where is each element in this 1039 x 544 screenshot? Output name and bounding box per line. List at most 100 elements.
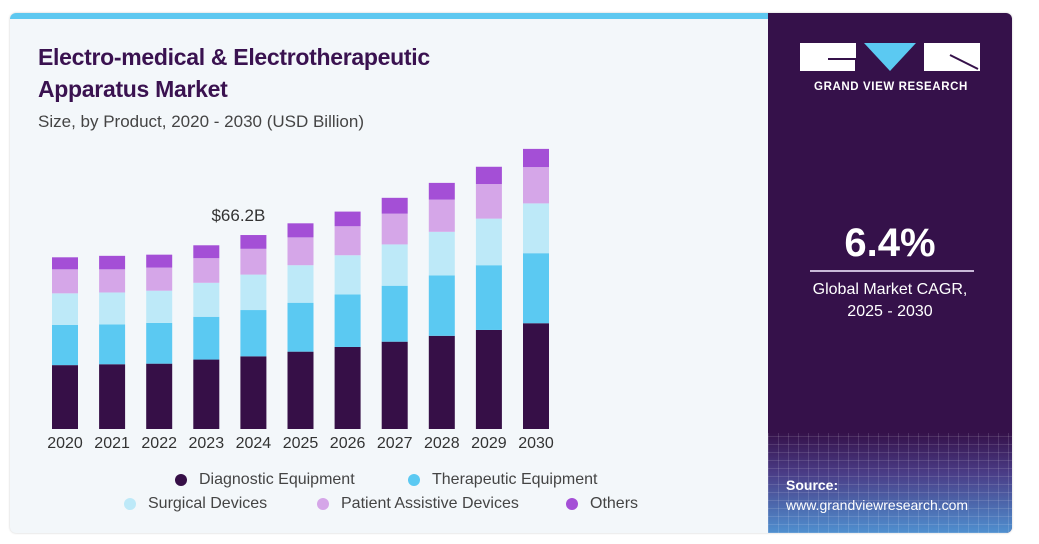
- legend-item-therapeutic: Therapeutic Equipment: [408, 471, 597, 489]
- legend-item-patient-assistive: Patient Assistive Devices: [317, 495, 519, 513]
- bar-segment-others: [52, 257, 78, 270]
- legend-swatch: [566, 498, 578, 510]
- bar-segment-therapeutic-equipment: [146, 322, 173, 364]
- brand-name: GRAND VIEW RESEARCH: [814, 81, 968, 93]
- bar-segment-others: [334, 211, 361, 227]
- cagr-label: Global Market CAGR, 2025 - 2030: [768, 279, 1012, 323]
- x-tick-label: 2021: [94, 435, 130, 452]
- legend-label: Therapeutic Equipment: [432, 471, 598, 488]
- source-note: Source: www.grandviewresearch.com: [786, 475, 968, 515]
- legend-swatch: [317, 498, 329, 510]
- bar-segment-patient-assistive-devices: [193, 258, 220, 283]
- bar-segment-diagnostic-equipment: [334, 346, 361, 429]
- grid-background-graphic: [768, 433, 1012, 533]
- source-label: Source:: [786, 477, 839, 493]
- bar-segment-patient-assistive-devices: [523, 167, 549, 204]
- legend-swatch: [408, 474, 420, 486]
- accent-strip: [10, 13, 768, 19]
- bar-segment-therapeutic-equipment: [334, 294, 361, 347]
- bar-segment-therapeutic-equipment: [99, 324, 126, 365]
- title-line-1: Electro-medical & Electrotherapeutic: [38, 44, 430, 70]
- bar-segment-diagnostic-equipment: [52, 365, 78, 429]
- bar-segment-patient-assistive-devices: [287, 237, 314, 266]
- bar-segment-patient-assistive-devices: [428, 199, 455, 232]
- bar-segment-surgical-devices: [428, 231, 455, 276]
- cagr-value: 6.4%: [844, 221, 936, 265]
- bar-segment-therapeutic-equipment: [193, 316, 220, 360]
- bar-segment-diagnostic-equipment: [193, 359, 220, 429]
- bar-segment-others: [99, 255, 126, 270]
- bar-segment-surgical-devices: [146, 290, 173, 323]
- bar-segment-diagnostic-equipment: [475, 329, 502, 429]
- bar-segment-others: [381, 197, 408, 214]
- bar-segment-diagnostic-equipment: [523, 323, 549, 429]
- x-tick-label: 2025: [283, 435, 319, 452]
- x-tick-label: 2022: [141, 435, 177, 452]
- bar-segment-surgical-devices: [523, 203, 549, 254]
- bar-segment-others: [146, 254, 173, 268]
- legend-label: Surgical Devices: [148, 495, 268, 512]
- legend-item-surgical: Surgical Devices: [124, 495, 267, 513]
- x-tick-label: 2023: [189, 435, 225, 452]
- stacked-bar-chart: 2020 2021 2022 2023 2024 $66.2B 2025 2026 2027 20…: [47, 148, 554, 452]
- bar-segment-patient-assistive-devices: [475, 184, 502, 219]
- x-tick-label: 2030: [518, 435, 554, 452]
- x-tick-label: 2029: [471, 435, 507, 452]
- x-tick-label: 2028: [424, 435, 460, 452]
- bar-segment-therapeutic-equipment: [381, 285, 408, 342]
- bar-segment-diagnostic-equipment: [287, 351, 314, 429]
- infographic-card: Electro-medical & Electrotherapeutic App…: [10, 13, 1012, 533]
- bar-segment-patient-assistive-devices: [99, 269, 126, 293]
- legend-item-diagnostic: Diagnostic Equipment: [175, 471, 355, 489]
- bar-segment-surgical-devices: [475, 218, 502, 266]
- bar-segment-therapeutic-equipment: [52, 324, 78, 366]
- bar-segment-therapeutic-equipment: [240, 310, 267, 357]
- bar-segment-others: [193, 245, 220, 259]
- bar-segment-therapeutic-equipment: [287, 302, 314, 352]
- bar-segment-patient-assistive-devices: [334, 226, 361, 256]
- title-line-2: Apparatus Market: [38, 76, 228, 102]
- bar-segment-surgical-devices: [99, 292, 126, 325]
- bar-segment-surgical-devices: [287, 265, 314, 303]
- bar-segment-therapeutic-equipment: [475, 265, 502, 330]
- x-tick-label: 2026: [330, 435, 366, 452]
- bar-segment-diagnostic-equipment: [146, 363, 173, 429]
- legend-swatch: [175, 474, 187, 486]
- legend-item-others: Others: [566, 495, 638, 513]
- bar-segment-patient-assistive-devices: [52, 269, 78, 294]
- grand-view-research-logo: [800, 43, 980, 71]
- bar-segment-patient-assistive-devices: [240, 248, 267, 275]
- chart-subtitle: Size, by Product, 2020 - 2030 (USD Billi…: [38, 112, 364, 131]
- bar-segment-others: [523, 148, 549, 168]
- cagr-label-line-2: 2025 - 2030: [847, 303, 933, 320]
- bar-segment-others: [428, 182, 455, 200]
- bar-segment-surgical-devices: [193, 282, 220, 317]
- bar-segment-diagnostic-equipment: [381, 341, 408, 429]
- bar-segment-patient-assistive-devices: [146, 267, 173, 291]
- bar-segment-surgical-devices: [381, 244, 408, 286]
- bar-segment-surgical-devices: [334, 255, 361, 295]
- bar-segment-therapeutic-equipment: [523, 253, 549, 324]
- source-url[interactable]: www.grandviewresearch.com: [786, 497, 969, 513]
- bar-segment-others: [475, 166, 502, 185]
- bar-segment-diagnostic-equipment: [240, 356, 267, 429]
- x-tick-label: 2027: [377, 435, 413, 452]
- x-tick-label: 2024: [236, 435, 272, 452]
- bar-segment-others: [240, 235, 267, 249]
- bar-segment-diagnostic-equipment: [428, 335, 455, 429]
- legend-label: Patient Assistive Devices: [341, 495, 519, 512]
- legend-label: Others: [590, 495, 639, 512]
- divider: [810, 270, 974, 272]
- legend-label: Diagnostic Equipment: [199, 471, 355, 488]
- x-tick-label: 2020: [47, 435, 83, 452]
- chart-title: Electro-medical & Electrotherapeutic App…: [38, 41, 430, 105]
- data-label: $66.2B: [211, 206, 265, 225]
- legend-swatch: [124, 498, 136, 510]
- bar-segment-patient-assistive-devices: [381, 213, 408, 245]
- cagr-label-line-1: Global Market CAGR,: [812, 281, 968, 298]
- side-panel: GRAND VIEW RESEARCH 6.4% Global Market C…: [768, 13, 1012, 533]
- bar-segment-diagnostic-equipment: [99, 364, 126, 429]
- bar-segment-therapeutic-equipment: [428, 275, 455, 336]
- bar-segment-surgical-devices: [52, 293, 78, 325]
- bar-segment-surgical-devices: [240, 274, 267, 311]
